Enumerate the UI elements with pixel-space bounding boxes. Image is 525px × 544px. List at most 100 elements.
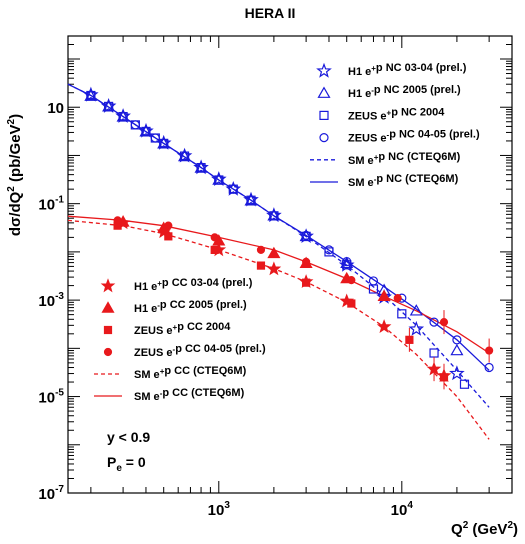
legend-entry-sm_em_nc: SM e-p NC (CTEQ6M) xyxy=(310,173,459,189)
h1_ep_nc-point xyxy=(83,86,99,102)
zeus_ep_nc-point xyxy=(397,309,407,319)
zeus_em_nc-point xyxy=(368,276,379,286)
y-tick-label: 10-3 xyxy=(38,291,64,310)
legend-label: H1 e+p NC 03-04 (prel.) xyxy=(348,62,467,78)
legend-label: ZEUS e+p NC 2004 xyxy=(348,106,445,122)
legend-label: H1 e-p CC 2005 (prel.) xyxy=(134,299,247,315)
h1_ep_nc-point xyxy=(449,365,465,381)
zeus_em_nc-point xyxy=(104,102,114,112)
zeus_em_nc-point xyxy=(269,211,279,221)
legend-entry-sm_em_cc: SM e-p CC (CTEQ6M) xyxy=(94,387,245,403)
h1_ep_nc-point xyxy=(243,191,259,207)
h1_ep_nc-point xyxy=(408,320,425,336)
zeus_em_nc-point xyxy=(429,317,439,327)
zeus_em_nc-point xyxy=(342,256,352,267)
legend-marker-h1_em_nc xyxy=(317,86,331,98)
legend-entry-zeus_em_cc: ZEUS e-p CC 04-05 (prel.) xyxy=(103,343,266,359)
zeus_ep_cc-point xyxy=(256,261,266,270)
y-tick-label: 10-5 xyxy=(38,388,64,407)
legend-label: H1 e+p CC 03-04 (prel.) xyxy=(134,277,253,293)
h1_ep_nc-point xyxy=(138,122,154,138)
zeus_em_nc-point xyxy=(324,245,334,255)
zeus_ep_nc-point xyxy=(459,379,470,389)
legend-label: ZEUS e+p CC 2004 xyxy=(134,321,231,337)
h1_em_cc-point xyxy=(267,246,281,259)
zeus_em_cc-point xyxy=(439,318,449,327)
zeus_em_cc-point xyxy=(393,294,402,303)
h1_ep_nc-point xyxy=(115,108,131,123)
x-tick-label: 104 xyxy=(391,500,414,519)
y-tick-labels: 10 10-1 10-3 10-5 10-7 xyxy=(38,100,64,503)
zeus_em_nc-point xyxy=(228,184,238,194)
legend: H1 e+p NC 03-04 (prel.) H1 e-p NC 2005 (p… xyxy=(94,62,480,403)
legend-label: SM e+p CC (CTEQ6M) xyxy=(134,365,247,381)
x-tick-labels: 103 104 xyxy=(208,500,414,519)
h1_ep_cc-point xyxy=(339,293,354,308)
legend-entry-h1_em_nc: H1 e-p NC 2005 (prel.) xyxy=(317,84,461,100)
h1_ep_nc-point xyxy=(193,159,209,175)
legend-label: ZEUS e-p NC 04-05 (prel.) xyxy=(348,129,480,145)
y-tick-label: 10-1 xyxy=(38,195,64,214)
zeus_em_nc-point xyxy=(86,90,96,100)
zeus_em_nc-point xyxy=(141,126,151,137)
data-points xyxy=(83,86,494,390)
zeus_ep_cc-point xyxy=(210,245,219,254)
plot-frame xyxy=(67,35,513,494)
zeus_em_nc-point xyxy=(246,195,256,205)
legend-marker-h1_em_cc xyxy=(101,301,115,313)
zeus_em_nc-point xyxy=(452,335,462,345)
legend-marker-h1_ep_cc xyxy=(100,278,116,293)
zeus_em_cc-point xyxy=(256,245,266,254)
zeus_em_nc-point xyxy=(150,133,160,143)
legend-label: SM e-p NC (CTEQ6M) xyxy=(348,173,459,189)
legend-marker-zeus_em_cc xyxy=(103,347,113,357)
zeus_em_nc-point xyxy=(301,230,311,240)
axis-ticks xyxy=(68,35,513,494)
zeus_ep_cc-point xyxy=(405,335,414,344)
zeus_em_nc-point xyxy=(159,138,169,148)
zeus_ep_nc-point xyxy=(342,260,352,270)
legend-entry-zeus_ep_cc: ZEUS e+p CC 2004 xyxy=(103,321,231,337)
legend-entry-sm_ep_nc: SM e+p NC (CTEQ6M) xyxy=(310,151,461,167)
h1_em_cc-point xyxy=(377,289,391,302)
zeus_ep_cc-point xyxy=(164,232,173,241)
legend-label: SM e+p NC (CTEQ6M) xyxy=(348,151,461,167)
h1_em_nc-point xyxy=(450,343,464,356)
zeus_em_nc-point xyxy=(484,362,494,373)
zeus_em_cc-point xyxy=(485,346,494,355)
legend-label: ZEUS e-p CC 04-05 (prel.) xyxy=(134,343,266,359)
h1_ep_cc-point xyxy=(266,261,282,276)
zeus_ep_cc-point xyxy=(439,373,449,382)
y-axis-label: dσ/dQ2 (pb/GeV2) xyxy=(6,114,24,236)
legend-marker-zeus_ep_nc xyxy=(319,110,329,121)
y-tick-label: 10 xyxy=(47,100,64,117)
chart-title: HERA II xyxy=(245,5,296,21)
legend-entry-zeus_em_nc: ZEUS e-p NC 04-05 (prel.) xyxy=(319,129,480,145)
legend-marker-zeus_em_nc xyxy=(319,133,329,143)
annotation-pe: Pe = 0 xyxy=(107,454,146,474)
x-axis-label: Q2 (GeV2) xyxy=(451,520,518,538)
legend-entry-h1_em_cc: H1 e-p CC 2005 (prel.) xyxy=(101,299,247,315)
zeus_em_cc-point xyxy=(113,216,122,225)
zeus_em_nc-point xyxy=(179,151,190,161)
h1_ep_cc-point xyxy=(376,319,392,333)
annotation-y-cut: y < 0.9 xyxy=(107,429,150,445)
zeus_ep_cc-point xyxy=(302,278,311,287)
legend-entry-h1_ep_nc: H1 e+p NC 03-04 (prel.) xyxy=(316,62,467,78)
zeus_em_cc-point xyxy=(210,233,219,242)
sm_em_nc-curve xyxy=(67,83,490,371)
h1_ep_nc-point xyxy=(266,207,282,223)
zeus_em_nc-point xyxy=(196,162,206,173)
h1_em_nc-point xyxy=(409,304,423,316)
legend-label: SM e-p CC (CTEQ6M) xyxy=(134,387,245,403)
h1_ep_nc-point xyxy=(225,181,242,196)
legend-marker-h1_ep_nc xyxy=(316,62,332,78)
legend-entry-zeus_ep_nc: ZEUS e+p NC 2004 xyxy=(319,106,445,122)
h1_ep_nc-point xyxy=(100,97,117,113)
zeus_ep_nc-point xyxy=(429,348,439,358)
x-tick-label: 103 xyxy=(208,500,231,519)
h1_ep_cc-point xyxy=(426,361,442,376)
zeus_em_nc-point xyxy=(130,120,140,130)
legend-marker-zeus_ep_cc xyxy=(103,325,113,335)
